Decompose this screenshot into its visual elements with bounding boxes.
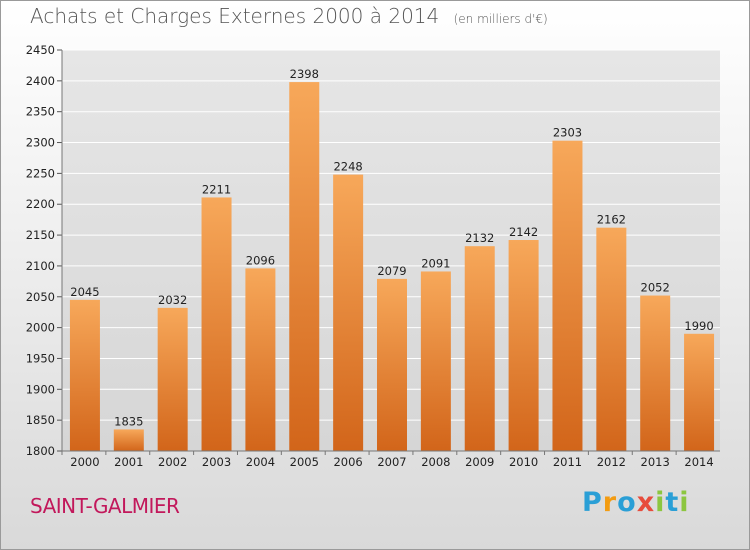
bar-2002 bbox=[157, 307, 188, 451]
bar-value-label: 2142 bbox=[509, 225, 538, 239]
logo-letter: i bbox=[679, 487, 690, 518]
logo-letter: x bbox=[636, 487, 656, 518]
chart-title: Achats et Charges Externes 2000 à 2014 bbox=[30, 4, 440, 28]
bar-value-label: 2045 bbox=[70, 285, 99, 299]
y-tick-label: 1850 bbox=[26, 413, 55, 427]
x-tick-label: 2008 bbox=[421, 455, 450, 469]
bar-2014 bbox=[684, 333, 715, 451]
bar-value-label: 1990 bbox=[684, 319, 713, 333]
bar-2012 bbox=[596, 227, 627, 451]
x-tick-label: 2007 bbox=[377, 455, 406, 469]
bar-2001 bbox=[113, 429, 144, 451]
bar-value-label: 1835 bbox=[114, 414, 143, 428]
x-tick-label: 2012 bbox=[597, 455, 626, 469]
logo-letter: t bbox=[665, 487, 680, 518]
x-tick-label: 2006 bbox=[333, 455, 362, 469]
bar-value-label: 2211 bbox=[202, 182, 231, 196]
bar-2004 bbox=[245, 268, 276, 451]
bar-2011 bbox=[552, 140, 583, 452]
x-axis: 2000 2001 2002 2003 2004 2005 2006 2007 2008 2009… bbox=[61, 450, 720, 469]
chart-subtitle: (en milliers d'€) bbox=[453, 12, 548, 26]
y-tick-label: 2250 bbox=[26, 166, 55, 180]
x-tick-label: 2011 bbox=[553, 455, 582, 469]
logo-letter: i bbox=[655, 487, 666, 518]
x-tick-label: 2004 bbox=[246, 455, 275, 469]
bar-value-label: 2032 bbox=[158, 293, 187, 307]
bar-value-label: 2132 bbox=[465, 231, 494, 245]
y-tick-label: 2300 bbox=[26, 136, 55, 150]
x-tick-label: 2013 bbox=[641, 455, 670, 469]
y-tick-label: 2450 bbox=[26, 43, 55, 57]
bar-2007 bbox=[377, 278, 407, 451]
x-tick-label: 2000 bbox=[70, 455, 99, 469]
bars: 2045 1835 2032 2211 2096 2398 2248 2079 2091 2132… bbox=[69, 67, 715, 452]
x-tick-label: 2005 bbox=[290, 455, 319, 469]
bar-2008 bbox=[420, 271, 451, 451]
bar-value-label: 2079 bbox=[377, 264, 406, 278]
bar-2006 bbox=[333, 174, 364, 451]
y-tick-label: 2100 bbox=[26, 259, 55, 273]
x-tick-label: 2001 bbox=[114, 455, 143, 469]
y-tick-label: 1950 bbox=[26, 351, 55, 365]
x-tick-label: 2014 bbox=[684, 455, 713, 469]
bar-value-label: 2303 bbox=[553, 126, 582, 140]
y-axis: 1800 1850 1900 1950 2000 2050 2100 2150 2200 2250… bbox=[26, 43, 63, 458]
bar-2009 bbox=[464, 246, 495, 451]
y-tick-label: 2050 bbox=[26, 290, 55, 304]
logo-letter: r bbox=[602, 487, 618, 518]
bar-2000 bbox=[69, 299, 100, 451]
x-tick-label: 2009 bbox=[465, 455, 494, 469]
x-tick-label: 2003 bbox=[202, 455, 231, 469]
bar-2013 bbox=[640, 295, 671, 451]
y-tick-label: 2350 bbox=[26, 105, 55, 119]
location-name: SAINT-GALMIER bbox=[30, 494, 180, 518]
bar-value-label: 2052 bbox=[641, 281, 670, 295]
bar-value-label: 2162 bbox=[597, 213, 626, 227]
chart-title-block: Achats et Charges Externes 2000 à 2014 (… bbox=[30, 4, 548, 28]
bar-2005 bbox=[289, 82, 320, 451]
logo-letter: P bbox=[582, 487, 603, 518]
bar-2003 bbox=[201, 197, 232, 451]
logo-letter: o bbox=[617, 487, 637, 518]
bar-value-label: 2248 bbox=[333, 160, 362, 174]
y-tick-label: 1900 bbox=[26, 382, 55, 396]
bar-value-label: 2398 bbox=[290, 67, 319, 81]
bar-value-label: 2091 bbox=[421, 256, 450, 270]
bar-value-label: 2096 bbox=[246, 253, 275, 267]
bar-2010 bbox=[508, 240, 539, 451]
x-tick-label: 2010 bbox=[509, 455, 538, 469]
y-tick-label: 2150 bbox=[26, 228, 55, 242]
x-tick-label: 2002 bbox=[158, 455, 187, 469]
y-tick-label: 2000 bbox=[26, 321, 55, 335]
y-tick-label: 2200 bbox=[26, 197, 55, 211]
proxiti-logo: Proxiti bbox=[582, 487, 690, 518]
y-tick-label: 1800 bbox=[26, 444, 55, 458]
y-tick-label: 2400 bbox=[26, 74, 55, 88]
